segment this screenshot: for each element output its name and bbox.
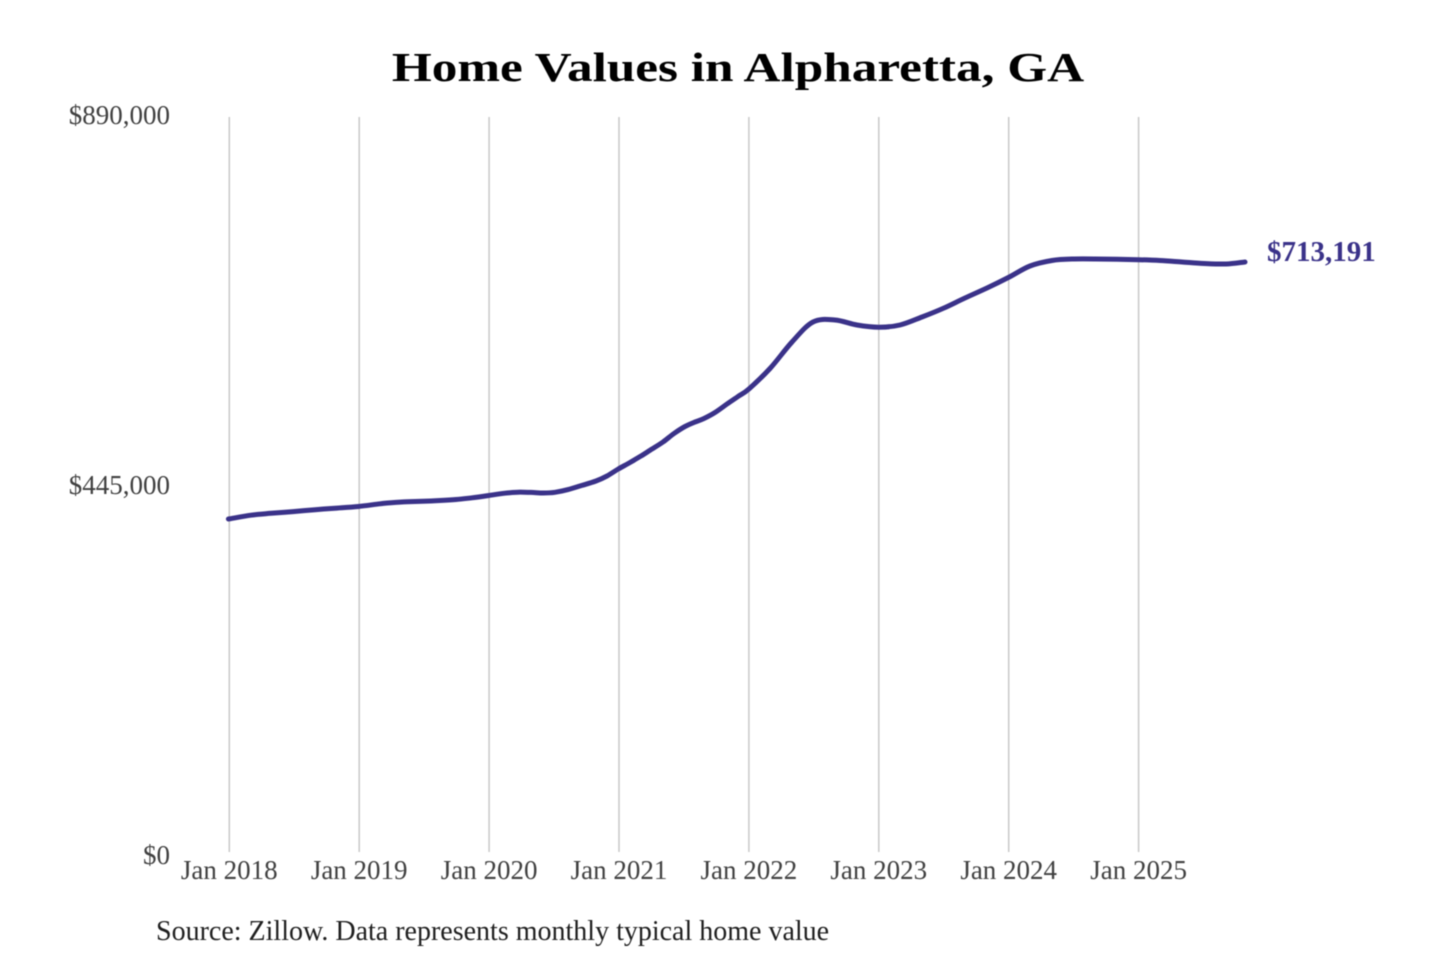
- svg-text:Jan 2022: Jan 2022: [701, 855, 798, 885]
- svg-text:Jan 2018: Jan 2018: [181, 855, 278, 885]
- svg-text:Source: Zillow. Data represent: Source: Zillow. Data represents monthly …: [156, 916, 829, 947]
- svg-text:Jan 2025: Jan 2025: [1090, 855, 1187, 885]
- svg-text:Jan 2023: Jan 2023: [830, 855, 927, 885]
- svg-text:$445,000: $445,000: [69, 470, 170, 500]
- svg-text:Home Values in Alpharetta, GA: Home Values in Alpharetta, GA: [392, 46, 1085, 91]
- svg-text:Jan 2021: Jan 2021: [571, 855, 668, 885]
- svg-text:$890,000: $890,000: [69, 100, 170, 130]
- svg-text:Jan 2024: Jan 2024: [960, 855, 1057, 885]
- svg-text:$713,191: $713,191: [1267, 236, 1376, 268]
- svg-text:$0: $0: [143, 840, 170, 870]
- svg-text:Jan 2020: Jan 2020: [441, 855, 538, 885]
- svg-text:Jan 2019: Jan 2019: [311, 855, 408, 885]
